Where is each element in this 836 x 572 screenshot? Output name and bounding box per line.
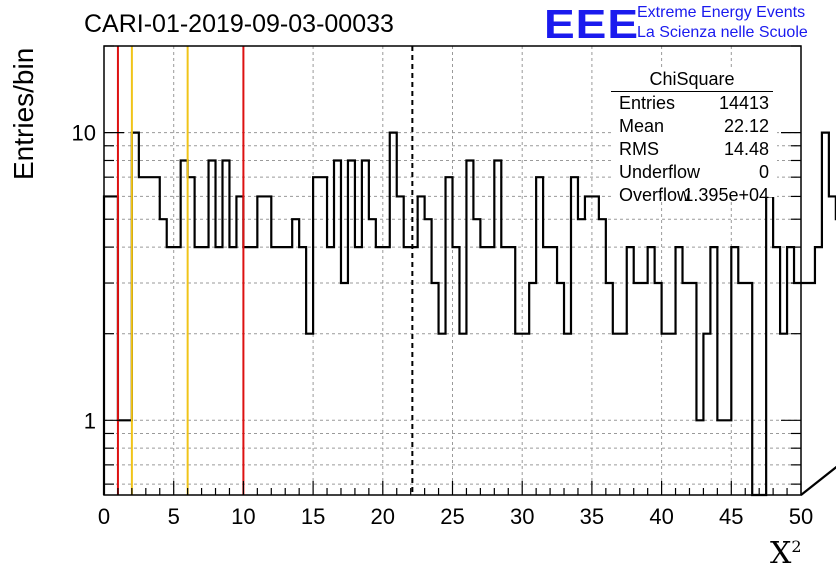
stats-value: 0 [758, 162, 769, 182]
x-tick-label: 15 [301, 504, 325, 529]
x-tick-label: 25 [440, 504, 464, 529]
x-tick-label: 20 [371, 504, 395, 529]
x-tick-label: 10 [231, 504, 255, 529]
eee-logo: EEE [544, 0, 640, 47]
x-tick-label: 30 [510, 504, 534, 529]
stats-row: Mean 22.12 [611, 115, 777, 138]
stats-value: 1.395e+04 [683, 185, 769, 205]
brand-line-2: La Scienza nelle Scuole [637, 24, 808, 41]
stats-key: Mean [619, 116, 665, 136]
histogram-series [102, 131, 836, 497]
y-tick-label: 1 [84, 408, 96, 433]
stats-title: ChiSquare [611, 67, 773, 92]
stats-row: RMS 14.48 [611, 138, 777, 161]
stats-row: Underflow 0 [611, 161, 777, 184]
y-tick-label: 10 [72, 121, 96, 146]
y-axis-label: Entries/bin [8, 47, 39, 180]
stats-value: 22.12 [723, 116, 769, 136]
stats-key: Underflow [619, 162, 701, 182]
x-tick-label: 35 [580, 504, 604, 529]
stats-box: ChiSquare Entries 14413 Mean 22.12 RMS 14.4… [611, 67, 777, 205]
stats-key: Overflow [619, 185, 691, 205]
axis-ticks [103, 45, 802, 495]
stats-key: RMS [619, 139, 659, 159]
stats-value: 14413 [718, 93, 769, 113]
x-axis-label-base: X [770, 536, 792, 571]
x-axis-label: X2 [770, 536, 802, 571]
x-tick-label: 50 [789, 504, 813, 529]
x-tick-label: 5 [168, 504, 180, 529]
stats-row: Entries 14413 [611, 92, 777, 115]
reference-lines [116, 46, 414, 495]
axis-tick-labels: 0 5 10 15 20 25 30 35 40 45 50 1 10 [72, 121, 814, 529]
stats-key: Entries [619, 93, 676, 113]
x-axis-label-sup: 2 [791, 537, 802, 556]
x-tick-label: 45 [719, 504, 743, 529]
x-tick-label: 0 [98, 504, 110, 529]
stats-value: 14.48 [723, 139, 769, 159]
chart-title: CARI-01-2019-09-03-00033 [84, 10, 394, 38]
stats-row: Overflow 1.395e+04 [611, 184, 777, 207]
histogram-outline [102, 131, 836, 497]
x-tick-label: 40 [649, 504, 673, 529]
brand-line-1: Extreme Energy Events [637, 4, 806, 21]
